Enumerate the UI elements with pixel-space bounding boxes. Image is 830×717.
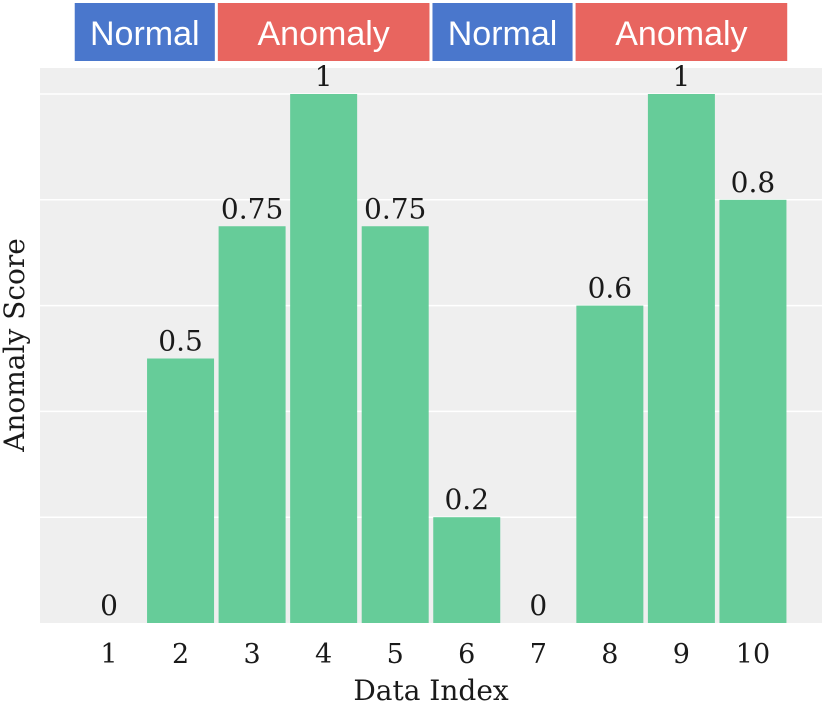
bar	[218, 226, 286, 623]
bar-value-label: 0.75	[364, 192, 426, 225]
x-tick-label: 9	[673, 639, 690, 670]
x-tick-label: 5	[387, 639, 404, 670]
bar-value-label: 1	[672, 60, 690, 93]
bar	[647, 94, 715, 623]
region-label: Normal	[90, 15, 200, 53]
region-band	[217, 3, 430, 61]
x-tick-label: 4	[315, 639, 332, 670]
bar-value-label: 0.8	[731, 166, 776, 199]
bar	[576, 305, 644, 623]
bar	[147, 358, 215, 623]
bar	[290, 94, 358, 623]
bar	[361, 226, 429, 623]
bar-value-label: 0	[100, 589, 118, 622]
bar	[433, 517, 501, 623]
bar-value-label: 0.2	[444, 483, 489, 516]
bars	[147, 94, 787, 624]
x-tick-label: 1	[100, 639, 117, 670]
bar-value-label: 0.75	[221, 192, 283, 225]
x-axis-label: Data Index	[353, 674, 509, 707]
region-band	[575, 3, 788, 61]
x-tick-label: 3	[244, 639, 261, 670]
data-labels: 0 0.5 0.75 1 0.75 0.2 0 0.6 1 0.8	[100, 60, 775, 622]
bar-value-label: 1	[315, 60, 333, 93]
bar-value-label: 0.6	[588, 272, 633, 305]
x-tick-label: 2	[172, 639, 189, 670]
bar-value-label: 0	[529, 589, 547, 622]
x-tick-label: 8	[601, 639, 618, 670]
x-tick-label: 7	[530, 639, 547, 670]
region-band	[432, 3, 573, 61]
x-tick-labels: 1 2 3 4 5 6 7 8 9 10	[100, 639, 770, 670]
region-label: Normal	[448, 15, 558, 53]
region-label: Anomaly	[258, 15, 390, 53]
bar	[719, 199, 787, 624]
region-label: Anomaly	[615, 15, 747, 53]
region-banner: Normal Anomaly Normal Anomaly	[74, 3, 788, 61]
y-axis-label: Anomaly Score	[0, 238, 31, 453]
region-band	[74, 3, 215, 61]
x-tick-label: 10	[736, 639, 770, 670]
bar-value-label: 0.5	[158, 325, 203, 358]
x-tick-label: 6	[458, 639, 475, 670]
